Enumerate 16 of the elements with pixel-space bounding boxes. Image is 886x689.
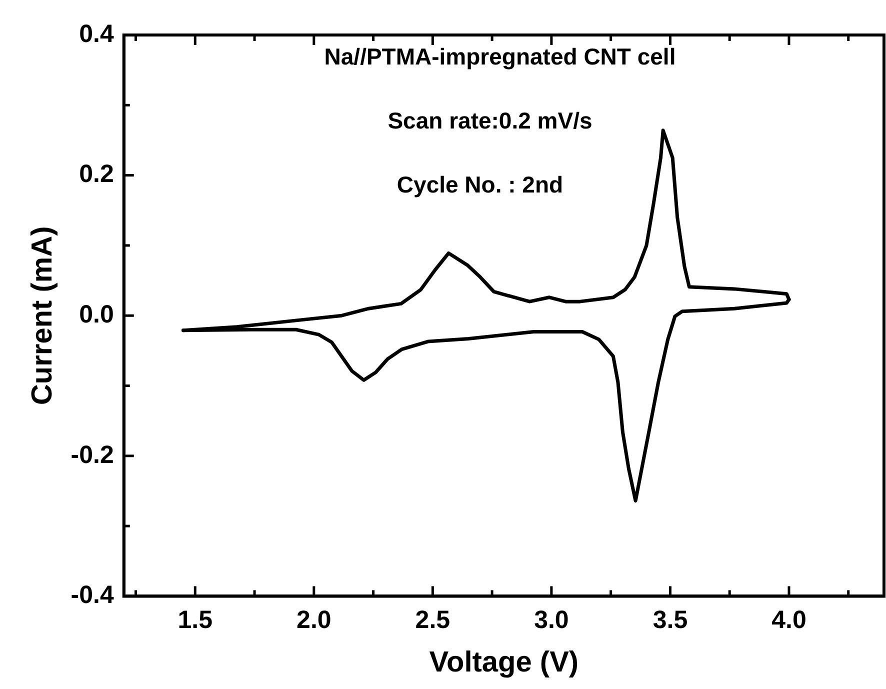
y-tick-label: -0.4 <box>70 581 114 610</box>
y-tick-label: 0.0 <box>79 300 114 328</box>
y-tick-label: -0.2 <box>70 440 114 469</box>
x-tick-label: 3.5 <box>652 606 688 634</box>
x-tick-label: 2.0 <box>296 606 332 634</box>
x-tick-label: 1.5 <box>178 606 213 634</box>
y-axis-title: Current (mA) <box>26 226 58 406</box>
y-tick-label: 0.4 <box>79 20 114 48</box>
y-tick-label: 0.2 <box>79 160 114 188</box>
annotation: Scan rate:0.2 mV/s <box>388 107 592 134</box>
annotation: Na//PTMA-impregnated CNT cell <box>324 43 676 70</box>
x-tick-label: 2.5 <box>415 606 450 634</box>
x-axis-title: Voltage (V) <box>429 646 579 679</box>
x-tick-label: 3.0 <box>534 606 569 634</box>
annotation: Cycle No. : 2nd <box>396 171 564 198</box>
x-tick-label: 4.0 <box>772 606 806 634</box>
